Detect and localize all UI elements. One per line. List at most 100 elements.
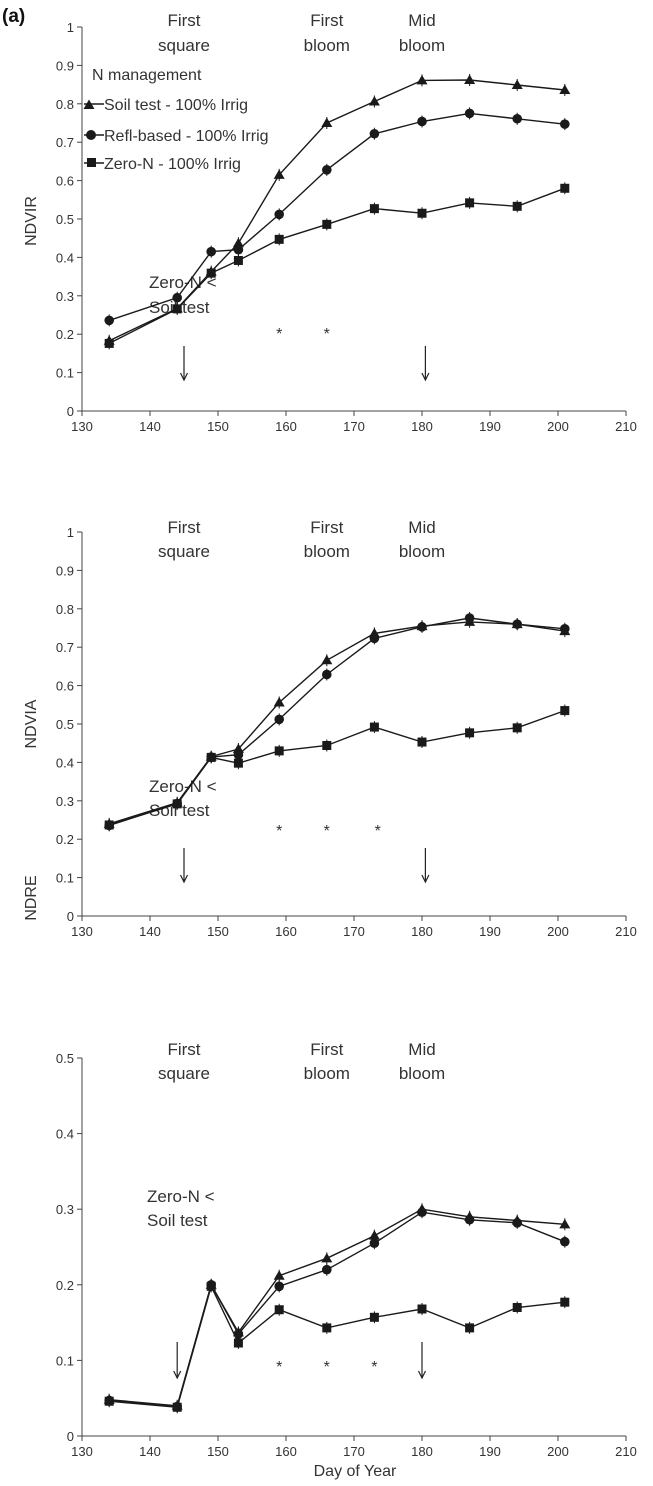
x-axis-label: Day of Year <box>314 1463 397 1480</box>
stage-label: First <box>310 11 343 30</box>
data-point <box>104 315 114 326</box>
y-tick-label: 0.5 <box>56 1051 74 1066</box>
data-point <box>273 696 285 707</box>
x-tick-label: 190 <box>479 419 501 434</box>
data-point <box>172 1402 182 1412</box>
y-tick-label: 0 <box>67 909 74 924</box>
data-point <box>559 84 571 94</box>
data-point <box>369 722 379 732</box>
data-point <box>512 1218 522 1228</box>
y-tick-label: 0.3 <box>56 289 74 304</box>
y-tick-label: 0.8 <box>56 602 74 617</box>
x-tick-label: 190 <box>479 924 501 939</box>
data-point <box>206 1281 216 1291</box>
data-point <box>369 1238 380 1249</box>
data-point <box>172 292 182 303</box>
arrow-head-icon <box>421 372 430 382</box>
data-point <box>512 723 522 733</box>
significance-asterisk: * <box>276 1359 282 1376</box>
y-tick-label: 0 <box>67 404 74 419</box>
y-tick-label: 1 <box>67 525 74 540</box>
data-point <box>465 1323 475 1333</box>
data-point <box>104 1396 114 1406</box>
data-point <box>232 237 244 248</box>
significance-annotation: Soil test <box>147 1211 208 1230</box>
x-tick-label: 170 <box>343 419 365 434</box>
data-point <box>417 208 427 218</box>
data-point <box>465 198 475 208</box>
y-tick-label: 0.1 <box>56 366 74 381</box>
stage-label: Mid <box>408 518 435 537</box>
x-tick-label: 130 <box>71 1444 93 1459</box>
legend-label-zero-n: Zero-N - 100% Irrig <box>104 156 241 173</box>
x-tick-label: 210 <box>615 419 637 434</box>
significance-asterisk: * <box>276 326 282 343</box>
x-tick-label: 200 <box>547 1444 569 1459</box>
data-point <box>273 169 285 179</box>
circle-marker-icon <box>86 130 96 140</box>
y-tick-label: 0.2 <box>56 1278 74 1293</box>
significance-asterisk: * <box>276 823 282 840</box>
y-tick-label: 0.5 <box>56 212 74 227</box>
stage-label: bloom <box>399 36 445 55</box>
y-axis-label: NDRE <box>23 875 40 920</box>
x-tick-label: 170 <box>343 1444 365 1459</box>
legend-title: N management <box>92 67 202 84</box>
data-point <box>368 1230 380 1240</box>
data-point <box>417 1207 427 1218</box>
data-point <box>274 1281 285 1292</box>
x-tick-label: 160 <box>275 924 297 939</box>
significance-asterisk: * <box>371 1359 377 1376</box>
y-axis-label: NDVIR <box>23 196 40 246</box>
data-point <box>233 1329 244 1339</box>
data-point <box>560 706 570 716</box>
x-tick-label: 180 <box>411 419 433 434</box>
x-tick-label: 180 <box>411 924 433 939</box>
arrow-head-icon <box>173 1370 182 1380</box>
y-tick-label: 0.5 <box>56 717 74 732</box>
y-tick-label: 0.9 <box>56 58 74 73</box>
data-point <box>322 741 332 751</box>
significance-annotation: Zero-N < <box>149 777 217 796</box>
legend: N management Soil test - 100% Irrig Refl… <box>83 67 269 173</box>
y-tick-label: 0.7 <box>56 135 74 150</box>
legend-label-soil-test: Soil test - 100% Irrig <box>104 97 248 114</box>
y-tick-label: 0.4 <box>56 755 74 770</box>
data-point <box>274 1305 284 1315</box>
y-tick-label: 0.3 <box>56 794 74 809</box>
data-point <box>559 1218 571 1229</box>
stage-label: First <box>310 518 343 537</box>
y-tick-label: 0.2 <box>56 832 74 847</box>
data-point <box>321 1252 333 1263</box>
triangle-marker-icon <box>83 99 95 109</box>
data-point <box>464 74 476 84</box>
stage-label: First <box>167 1040 200 1059</box>
x-tick-label: 130 <box>71 924 93 939</box>
stage-label: bloom <box>399 542 445 561</box>
x-tick-label: 140 <box>139 924 161 939</box>
data-point <box>511 79 523 89</box>
data-point <box>322 165 332 175</box>
significance-annotation: Zero-N < <box>147 1187 215 1206</box>
arrow-head-icon <box>417 1370 427 1380</box>
y-tick-label: 0.6 <box>56 174 74 189</box>
y-tick-label: 0.4 <box>56 250 74 265</box>
data-point <box>560 183 570 193</box>
data-point <box>417 116 427 127</box>
legend-entry-soil-test: Soil test - 100% Irrig <box>83 97 248 114</box>
data-point <box>369 1312 379 1322</box>
x-tick-label: 160 <box>275 419 297 434</box>
significance-asterisk: * <box>324 823 330 840</box>
data-point <box>512 619 522 629</box>
x-tick-label: 130 <box>71 419 93 434</box>
significance-annotation: Zero-N < <box>149 273 217 292</box>
data-point <box>464 613 475 623</box>
series-line <box>108 187 566 345</box>
x-tick-label: 160 <box>275 1444 297 1459</box>
square-marker-icon <box>87 158 96 167</box>
series-triangle <box>103 615 571 830</box>
data-point <box>369 633 380 644</box>
data-point <box>417 622 427 632</box>
y-tick-label: 0.3 <box>56 1202 74 1217</box>
